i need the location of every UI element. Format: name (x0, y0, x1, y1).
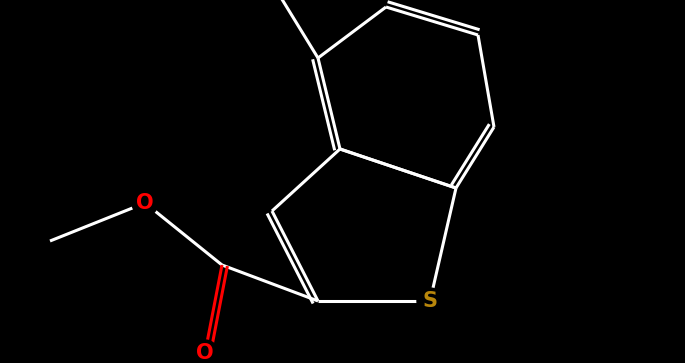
Text: O: O (196, 343, 214, 363)
Circle shape (132, 190, 158, 216)
Circle shape (417, 288, 443, 314)
Text: S: S (423, 291, 438, 311)
Text: O: O (136, 193, 154, 213)
Circle shape (192, 340, 218, 363)
